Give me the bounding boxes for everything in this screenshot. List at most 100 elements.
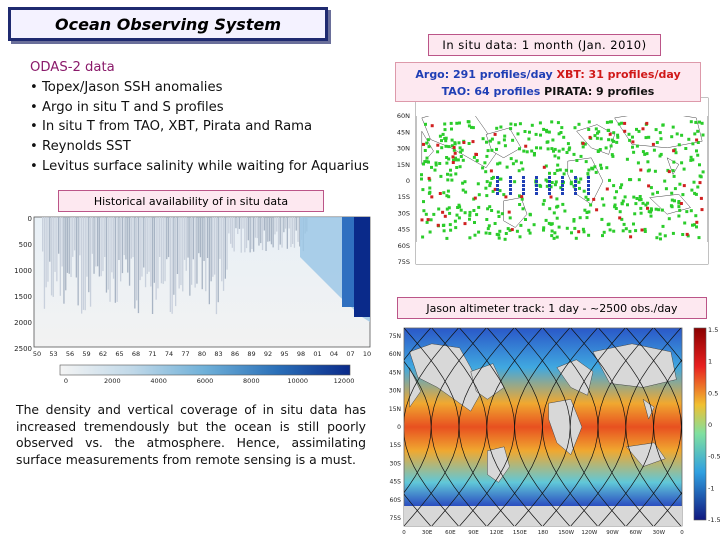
argo-point: [532, 223, 536, 227]
profile-bar: [56, 217, 58, 282]
tao-point: [496, 180, 499, 183]
argo-point: [511, 138, 515, 142]
tao-point: [548, 176, 551, 179]
argo-point: [621, 199, 625, 203]
argo-point: [635, 127, 638, 131]
tao-point: [535, 176, 538, 179]
profile-bar: [224, 217, 226, 279]
argo-point: [699, 175, 703, 179]
profile-bar: [187, 217, 189, 258]
argo-point: [694, 120, 698, 124]
argo-point: [605, 166, 609, 170]
xbt-point: [588, 135, 592, 139]
argo-point: [672, 160, 676, 164]
profile-bar: [196, 217, 198, 284]
profile-bar: [130, 217, 132, 259]
argo-point: [649, 214, 653, 218]
lon-tick-label: 90E: [468, 530, 479, 536]
argo-point: [696, 185, 700, 189]
colorbar-tick-label: 10000: [287, 377, 308, 385]
argo-point: [457, 216, 461, 220]
profile-bar: [109, 217, 111, 302]
profile-bar: [61, 217, 63, 267]
argo-point: [539, 146, 543, 150]
jason-label: Jason altimeter track: 1 day - ~2500 obs…: [397, 297, 707, 319]
list-item: • Levitus surface salinity while waiting …: [30, 158, 369, 174]
argo-point: [486, 227, 490, 231]
argo-point: [454, 172, 458, 176]
xbt-point: [427, 176, 431, 180]
profile-bar: [137, 217, 140, 314]
argo-point: [589, 203, 593, 207]
argo-point: [599, 137, 603, 141]
argo-point: [492, 175, 495, 179]
argo-point: [450, 127, 453, 131]
argo-point: [647, 135, 651, 139]
xbt-point: [608, 132, 612, 136]
argo-point: [428, 186, 432, 190]
argo-point: [643, 152, 647, 156]
title-box: Ocean Observing System: [8, 7, 328, 41]
argo-point: [488, 205, 492, 209]
argo-point: [475, 159, 479, 163]
ground-track: [597, 328, 654, 526]
argo-point: [508, 216, 512, 220]
argo-point: [504, 232, 508, 235]
argo-point: [449, 173, 453, 177]
argo-point: [485, 140, 488, 144]
y-tick-label: 2500: [14, 345, 32, 353]
argo-point: [472, 155, 476, 159]
xbt-point: [581, 141, 585, 145]
argo-point: [471, 126, 475, 130]
insitu-label: In situ data: 1 month (Jan. 2010): [428, 34, 661, 56]
argo-point: [539, 133, 542, 137]
argo-point: [620, 217, 624, 221]
profile-bar: [176, 217, 179, 274]
argo-point: [638, 195, 642, 198]
argo-point: [490, 209, 494, 212]
argo-point: [488, 231, 492, 235]
argo-point: [450, 138, 454, 142]
profile-bar: [261, 217, 264, 251]
argo-point: [490, 137, 494, 141]
ground-track: [653, 328, 682, 526]
argo-point: [425, 220, 429, 224]
xbt-point: [549, 195, 553, 199]
argo-point: [491, 189, 495, 193]
tao-point: [496, 184, 499, 187]
tao-point: [561, 176, 564, 179]
argo-point: [503, 144, 507, 148]
tao-point: [587, 176, 590, 179]
argo-point: [530, 149, 534, 153]
profile-bar: [191, 217, 193, 285]
argo-point: [423, 149, 427, 152]
lat-tick-label: 30S: [390, 460, 402, 467]
argo-point: [698, 120, 701, 124]
profile-bar: [290, 217, 292, 248]
argo-point: [586, 172, 590, 176]
argo-point: [677, 143, 681, 147]
argo-point: [632, 222, 635, 226]
argo-point: [659, 152, 663, 156]
argo-point: [600, 197, 604, 201]
profile-bar: [194, 217, 196, 288]
argo-point: [608, 228, 612, 232]
profile-bar: [201, 217, 203, 290]
tao-point: [509, 192, 512, 195]
xbt-point: [426, 218, 430, 222]
argo-point: [614, 207, 618, 210]
xbt-point: [507, 210, 511, 214]
tao-point: [574, 176, 577, 179]
argo-point: [581, 145, 585, 149]
argo-point: [463, 211, 467, 215]
argo-point: [594, 170, 598, 174]
argo-point: [660, 208, 664, 212]
argo-point: [626, 203, 629, 207]
tao-point: [561, 184, 564, 187]
argo-point: [620, 201, 624, 205]
profile-bar: [288, 217, 290, 229]
profile-bar: [86, 217, 88, 277]
profile-bar: [203, 217, 205, 261]
argo-point: [484, 170, 488, 174]
argo-point: [550, 234, 554, 238]
